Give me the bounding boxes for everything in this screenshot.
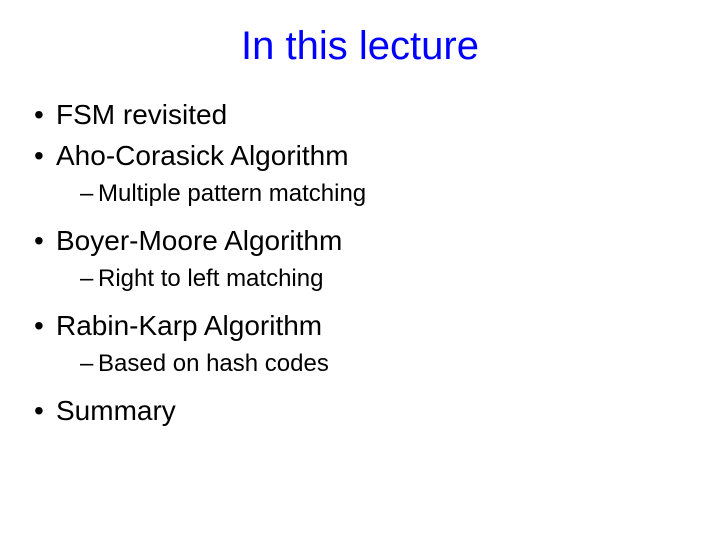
bullet-icon: • xyxy=(34,308,56,343)
list-item: •Summary xyxy=(34,393,690,428)
dash-icon: – xyxy=(80,179,98,209)
slide-title: In this lecture xyxy=(0,24,720,69)
list-item: •Rabin-Karp Algorithm xyxy=(34,308,690,343)
list-item: •Aho-Corasick Algorithm xyxy=(34,138,690,173)
item-text: FSM revisited xyxy=(56,99,227,130)
list-subitem: –Right to left matching xyxy=(80,264,690,294)
slide-body: •FSM revisited •Aho-Corasick Algorithm –… xyxy=(0,97,720,428)
dash-icon: – xyxy=(80,349,98,379)
list-subitem: –Multiple pattern matching xyxy=(80,179,690,209)
list-item: •Boyer-Moore Algorithm xyxy=(34,223,690,258)
dash-icon: – xyxy=(80,264,98,294)
bullet-icon: • xyxy=(34,138,56,173)
bullet-icon: • xyxy=(34,223,56,258)
item-text: Aho-Corasick Algorithm xyxy=(56,140,349,171)
item-text: Boyer-Moore Algorithm xyxy=(56,225,342,256)
subitem-text: Based on hash codes xyxy=(98,350,329,377)
subitem-text: Multiple pattern matching xyxy=(98,180,366,207)
list-subitem: –Based on hash codes xyxy=(80,349,690,379)
item-text: Summary xyxy=(56,395,176,426)
slide: In this lecture •FSM revisited •Aho-Cora… xyxy=(0,24,720,540)
subitem-text: Right to left matching xyxy=(98,265,323,292)
bullet-icon: • xyxy=(34,97,56,132)
item-text: Rabin-Karp Algorithm xyxy=(56,310,322,341)
list-item: •FSM revisited xyxy=(34,97,690,132)
bullet-icon: • xyxy=(34,393,56,428)
